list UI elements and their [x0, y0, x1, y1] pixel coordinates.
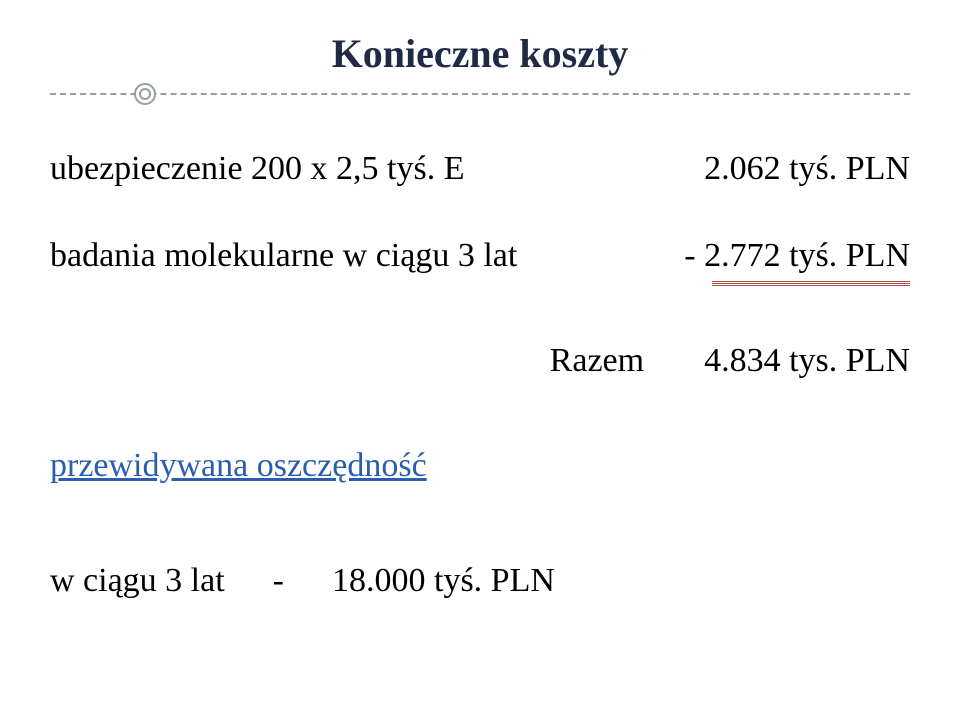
- row-molecular-value: - 2.772 tyś. PLN: [684, 237, 910, 274]
- savings-link[interactable]: przewidywana oszczędność: [50, 447, 427, 484]
- row-savings-value: w ciągu 3 lat - 18.000 tyś. PLN: [50, 555, 910, 606]
- savings-amount: 18.000 tyś. PLN: [332, 555, 555, 606]
- row-insurance: ubezpieczenie 200 x 2,5 tyś. E 2.062 tyś…: [50, 143, 910, 194]
- row-insurance-value: 2.062 tyś. PLN: [704, 143, 910, 194]
- spacer: [50, 194, 910, 230]
- page-title: Konieczne koszty: [50, 30, 910, 77]
- savings-dash: -: [273, 555, 284, 606]
- row-molecular: badania molekularne w ciągu 3 lat - 2.77…: [50, 230, 910, 281]
- slide: Konieczne koszty ubezpieczenie 200 x 2,5…: [0, 0, 960, 712]
- divider-line: [50, 93, 910, 95]
- row-savings-heading: przewidywana oszczędność: [50, 440, 910, 491]
- spacer: [50, 386, 910, 440]
- savings-period-label: w ciągu 3 lat: [50, 555, 225, 606]
- spacer: [50, 281, 910, 335]
- row-total-value: 4.834 tys. PLN: [704, 335, 910, 386]
- slide-body: ubezpieczenie 200 x 2,5 tyś. E 2.062 tyś…: [50, 143, 910, 606]
- highlight-underline: [712, 281, 910, 287]
- divider-circle-inner: [139, 88, 151, 100]
- row-molecular-label: badania molekularne w ciągu 3 lat: [50, 230, 517, 281]
- row-molecular-value-wrap: - 2.772 tyś. PLN: [684, 230, 910, 281]
- spacer: [50, 491, 910, 555]
- row-insurance-label: ubezpieczenie 200 x 2,5 tyś. E: [50, 143, 464, 194]
- row-total-label: Razem: [550, 335, 644, 386]
- row-total: Razem 4.834 tys. PLN: [50, 335, 910, 386]
- title-divider: [50, 83, 910, 105]
